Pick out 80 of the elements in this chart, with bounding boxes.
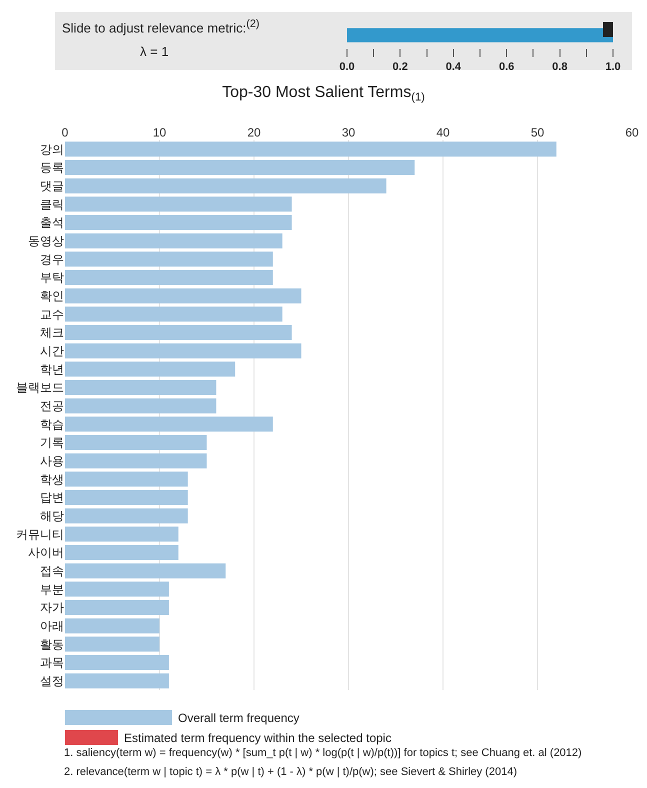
bar <box>65 544 178 560</box>
bar <box>65 196 292 212</box>
y-tick-label: 학습 <box>40 417 64 432</box>
y-tick-label: 블랙보드 <box>16 380 64 395</box>
y-tick-label: 동영상 <box>28 234 64 248</box>
x-tick-label: 0.2 <box>392 61 408 74</box>
y-tick-label: 사이버 <box>28 546 64 560</box>
y-tick-label: 과목 <box>40 656 64 670</box>
bar <box>65 526 178 542</box>
y-tick-label: 학생 <box>40 472 64 486</box>
y-tick-label: 기록 <box>40 436 64 450</box>
bar <box>65 233 282 248</box>
bar <box>65 252 273 267</box>
x-tick-label: 0.0 <box>339 61 355 74</box>
bar <box>65 654 169 670</box>
x-tick-label: 30 <box>342 126 356 140</box>
text: λ = 1 <box>140 44 169 59</box>
y-tick-label: 확인 <box>40 289 64 304</box>
bar <box>65 563 226 578</box>
y-tick-label: 부탁 <box>40 270 64 285</box>
bar <box>65 178 386 194</box>
y-tick-label: 답변 <box>40 490 64 505</box>
y-tick-label: 사용 <box>40 454 64 468</box>
bar <box>65 508 188 524</box>
bar <box>65 472 188 487</box>
bar <box>65 636 160 652</box>
y-tick-label: 체크 <box>40 326 64 340</box>
y-tick-label: 경우 <box>40 252 64 266</box>
x-tick-label: 10 <box>152 126 166 140</box>
bar <box>65 618 160 634</box>
x-tick-label: 0.4 <box>446 61 462 74</box>
y-tick-label: 부분 <box>40 582 64 596</box>
bar <box>65 434 207 450</box>
bar <box>65 324 292 340</box>
y-tick-label: 아래 <box>40 619 64 634</box>
x-tick-label: 20 <box>247 126 261 140</box>
bar <box>65 142 556 157</box>
bar <box>65 306 282 322</box>
bar <box>65 600 169 616</box>
bar <box>65 380 216 396</box>
y-tick-label: 해당 <box>40 509 64 524</box>
y-tick-label: 등록 <box>40 160 64 175</box>
bar <box>65 214 292 230</box>
bar <box>65 416 273 432</box>
bar <box>65 490 188 506</box>
x-tick-label: 0.6 <box>498 61 514 74</box>
x-tick-label: 0 <box>62 126 69 140</box>
y-tick-label: 전공 <box>40 399 64 414</box>
x-tick-label: 40 <box>436 126 450 140</box>
bar <box>65 398 216 414</box>
bar <box>65 343 302 358</box>
y-tick-label: 시간 <box>40 344 64 358</box>
legend-label: Estimated term frequency within the selected topic <box>124 730 392 744</box>
x-tick-label: 1.0 <box>605 61 621 74</box>
y-tick-label: 댓글 <box>40 179 64 194</box>
y-tick-label: 클릭 <box>40 197 64 212</box>
y-tick-label: 학년 <box>40 362 64 376</box>
y-tick-label: 설정 <box>40 674 64 688</box>
x-tick-label: 50 <box>530 126 544 140</box>
y-tick-label: 교수 <box>40 307 64 322</box>
y-tick-label: 출석 <box>40 216 64 230</box>
bar <box>65 453 207 468</box>
chart-title: Top-30 Most Salient Terms$_{(1)}$ <box>222 84 426 104</box>
bar <box>65 362 236 377</box>
text: 2. relevance(term w | topic t) = λ * p(w | t) + (1 - λ) * p(w | t)/p(w); see Sievert & Shirley (2014) <box>64 766 517 778</box>
y-tick-label: 접속 <box>40 564 64 578</box>
y-tick-label: 강의 <box>40 142 64 156</box>
series-label: Overall term frequency <box>178 710 300 724</box>
x-tick-label: 60 <box>625 126 639 140</box>
bar <box>65 288 302 304</box>
x-tick-label: 0.8 <box>552 61 568 74</box>
y-tick-label: 커뮤니티 <box>16 527 64 542</box>
text: Slide to adjust relevance metric:$^{(2)}$ <box>62 18 260 36</box>
bar <box>65 270 273 286</box>
y-tick-label: 자가 <box>40 600 64 615</box>
text: 1. saliency(term w) = frequency(w) * [sum_t p(t | w) * log(p(t | w)/p(t))] for topics t; see Chuang et. al (2012) <box>64 747 582 759</box>
bar <box>65 160 415 176</box>
y-tick-label: 활동 <box>40 637 64 652</box>
bar <box>65 582 169 597</box>
bar <box>65 673 169 688</box>
